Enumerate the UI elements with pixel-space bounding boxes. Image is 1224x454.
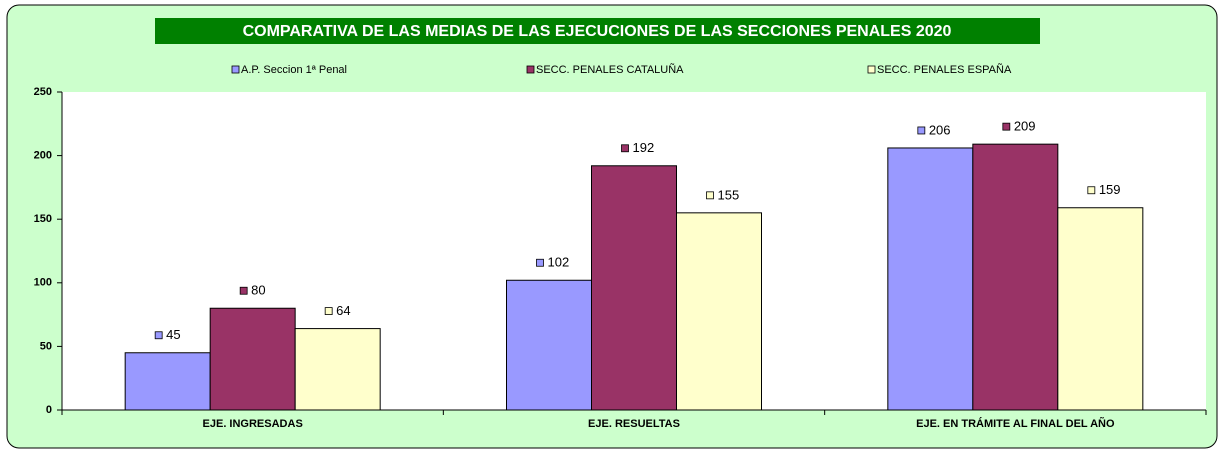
data-label: 80 [251,283,265,298]
data-label-marker [324,307,333,315]
bar [1057,207,1144,411]
legend-label: SECC. PENALES ESPAÑA [877,63,1012,76]
y-tick-label: 200 [34,150,52,162]
bar [676,212,762,411]
title-box [155,18,1040,44]
bar [591,165,677,411]
bar [209,307,296,411]
legend-swatch [867,65,876,74]
bar [124,352,211,411]
data-label: 45 [166,327,180,342]
chart-title: COMPARATIVA DE LAS MEDIAS DE LAS EJECUCI… [243,23,952,40]
data-label-marker [154,331,163,340]
y-tick-label: 0 [46,404,52,416]
y-tick-label: 250 [34,86,52,98]
x-tick-label: EJE. EN TRÁMITE AL FINAL DEL AÑO [916,417,1115,430]
x-tick-label: EJE. RESUELTAS [588,418,680,430]
y-tick-label: 150 [34,213,52,225]
data-label: 209 [1014,119,1036,134]
bar [294,328,381,411]
legend-label: SECC. PENALES CATALUÑA [536,63,684,76]
legend-swatch [231,65,240,74]
data-label: 206 [929,122,951,137]
y-tick-label: 50 [40,340,52,352]
data-label-marker [1087,186,1096,195]
data-label: 192 [633,140,655,155]
data-label-marker [917,126,926,135]
data-label: 102 [548,255,570,270]
data-label: 64 [336,303,350,318]
x-tick-label: EJE. INGRESADAS [203,418,303,430]
y-tick-label: 100 [34,277,52,289]
legend-swatch [526,65,535,74]
data-label: 159 [1099,182,1121,197]
data-label-marker [706,191,714,200]
data-label-marker [621,144,629,153]
data-label-marker [536,258,544,267]
legend-label: A.P. Seccion 1ª Penal [241,64,347,76]
data-label-marker [1002,122,1011,131]
bar [506,279,592,411]
data-label: 155 [718,187,740,202]
data-label-marker [239,286,248,295]
bar [972,143,1059,411]
bar [887,147,974,411]
